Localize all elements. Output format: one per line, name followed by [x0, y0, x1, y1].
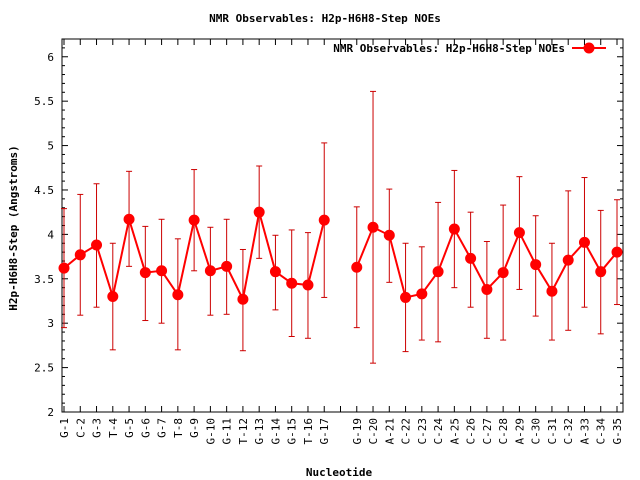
- x-tick-label: C-31: [546, 418, 559, 445]
- data-point: [221, 260, 233, 272]
- data-point: [465, 252, 477, 264]
- y-tick-label: 2.5: [34, 362, 54, 375]
- x-tick-label: G-15: [286, 418, 299, 445]
- data-point: [156, 265, 168, 277]
- x-tick-label: T-4: [107, 418, 120, 438]
- data-point: [237, 293, 249, 305]
- data-point: [383, 229, 395, 241]
- x-tick-label: A-21: [383, 418, 396, 445]
- data-point: [546, 285, 558, 297]
- data-point: [481, 283, 493, 295]
- y-tick-label: 6: [47, 51, 54, 64]
- x-tick-label: C-27: [481, 418, 494, 445]
- data-point: [351, 261, 363, 273]
- x-tick-label: C-34: [595, 418, 608, 445]
- data-point: [367, 221, 379, 233]
- legend-label: NMR Observables: H2p-H6H8-Step NOEs: [333, 42, 565, 55]
- x-tick-label: G-1: [58, 418, 71, 438]
- y-axis-label: H2p-H6H8-Step (Angstroms): [7, 145, 20, 311]
- y-tick-label: 4: [47, 228, 54, 241]
- x-tick-label: C-24: [432, 418, 445, 445]
- x-tick-label: G-6: [139, 418, 152, 438]
- x-tick-label: C-20: [367, 418, 380, 445]
- x-tick-label: G-9: [188, 418, 201, 438]
- x-tick-label: G-11: [221, 418, 234, 445]
- data-point: [74, 249, 86, 261]
- x-tick-label: G-17: [318, 418, 331, 445]
- data-point: [595, 266, 607, 278]
- data-point: [578, 236, 590, 248]
- data-point: [188, 214, 200, 226]
- legend-marker: [583, 42, 595, 54]
- data-point: [416, 288, 428, 300]
- data-point: [123, 213, 135, 225]
- data-point: [286, 277, 298, 289]
- x-tick-label: C-28: [497, 418, 510, 445]
- y-tick-label: 3.5: [34, 273, 54, 286]
- x-tick-label: C-32: [562, 418, 575, 445]
- data-point: [172, 289, 184, 301]
- x-tick-label: C-30: [530, 418, 543, 445]
- x-tick-label: A-29: [513, 418, 526, 445]
- x-tick-label: C-2: [74, 418, 87, 438]
- x-tick-label: G-13: [253, 418, 266, 445]
- data-point: [58, 262, 70, 274]
- x-tick-label: T-16: [302, 418, 315, 445]
- y-tick-label: 3: [47, 317, 54, 330]
- plot-frame: [61, 38, 624, 413]
- data-point: [302, 279, 314, 291]
- data-point: [513, 227, 525, 239]
- x-tick-label: C-22: [400, 418, 413, 445]
- data-point: [611, 246, 623, 258]
- x-tick-label: G-35: [611, 418, 624, 445]
- x-tick-label: G-7: [156, 418, 169, 438]
- x-axis-label: Nucleotide: [306, 466, 373, 479]
- data-point: [448, 223, 460, 235]
- data-point: [107, 291, 119, 303]
- data-point: [432, 266, 444, 278]
- y-tick-label: 2: [47, 406, 54, 419]
- data-point: [400, 291, 412, 303]
- x-tick-label: G-19: [351, 418, 364, 445]
- data-point: [530, 259, 542, 271]
- legend: NMR Observables: H2p-H6H8-Step NOEs: [333, 42, 606, 55]
- x-tick-label: T-12: [237, 418, 250, 445]
- x-tick-label: T-8: [172, 418, 185, 438]
- data-point: [204, 265, 216, 277]
- data-point: [139, 267, 151, 279]
- x-tick-label: G-3: [91, 418, 104, 438]
- x-tick-label: G-10: [204, 418, 217, 445]
- chart-title: NMR Observables: H2p-H6H8-Step NOEs: [209, 12, 441, 25]
- data-point: [318, 214, 330, 226]
- x-tick-label: A-33: [578, 418, 591, 445]
- data-point: [497, 267, 509, 279]
- data-point: [253, 206, 265, 218]
- x-tick-label: C-23: [416, 418, 429, 445]
- x-tick-label: G-14: [269, 418, 282, 445]
- data-point: [91, 239, 103, 251]
- x-tick-label: G-5: [123, 418, 136, 438]
- x-tick-label: C-26: [465, 418, 478, 445]
- data-point: [269, 266, 281, 278]
- y-tick-label: 5.5: [34, 95, 54, 108]
- data-point: [562, 254, 574, 266]
- y-tick-label: 4.5: [34, 184, 54, 197]
- y-tick-label: 5: [47, 140, 54, 153]
- x-tick-label: A-25: [448, 418, 461, 445]
